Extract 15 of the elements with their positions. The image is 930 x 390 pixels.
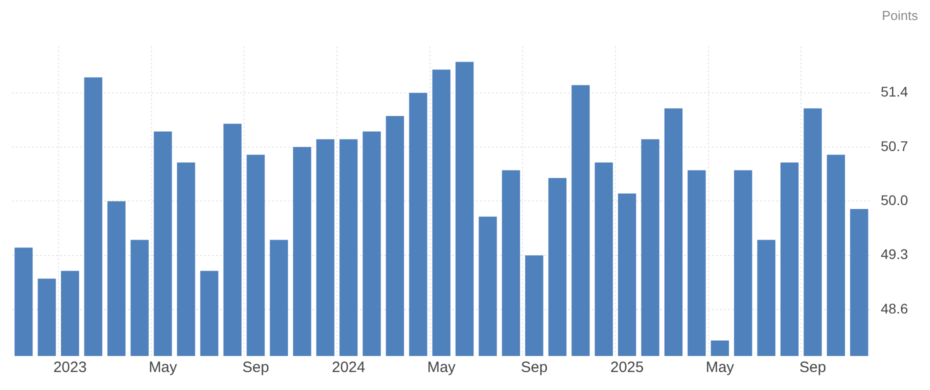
- x-tick-label: Sep: [799, 359, 826, 376]
- x-tick-label: Sep: [242, 359, 270, 376]
- x-tick-label: May: [706, 359, 735, 376]
- y-tick-label: 50.0: [880, 192, 908, 208]
- x-tick-label: 2024: [332, 359, 366, 376]
- x-tick-label: May: [427, 359, 456, 376]
- y-tick-label: 48.6: [880, 300, 908, 316]
- x-tick-label: Sep: [520, 359, 548, 376]
- x-tick-label: 2025: [610, 359, 644, 376]
- x-tick-label: May: [148, 359, 178, 376]
- y-tick-label: 50.7: [880, 138, 908, 154]
- y-tick-label: 49.3: [880, 246, 908, 262]
- x-tick-label: 2023: [53, 359, 87, 376]
- y-tick-label: 51.4: [880, 84, 908, 100]
- y-axis-title: Points: [880, 8, 919, 25]
